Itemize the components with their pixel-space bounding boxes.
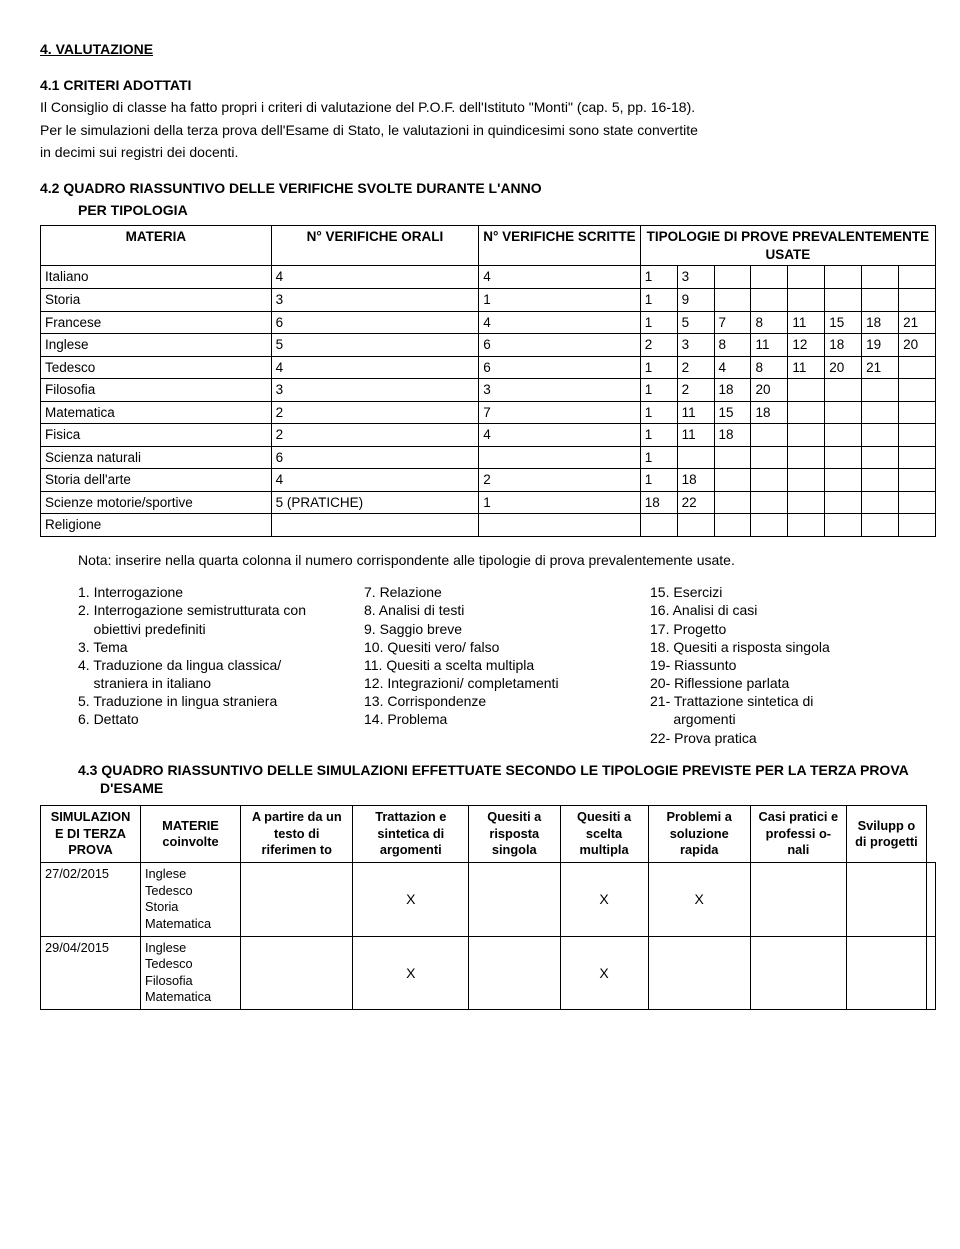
legend-item: 22- Prova pratica bbox=[650, 729, 928, 747]
legend-item: 2. Interrogazione semistrutturata con bbox=[78, 601, 356, 619]
legend-item: 3. Tema bbox=[78, 638, 356, 656]
section-4-3-title: 4.3 QUADRO RIASSUNTIVO DELLE SIMULAZIONI… bbox=[78, 761, 936, 797]
legend-item: 21- Trattazione sintetica di bbox=[650, 692, 928, 710]
legend-item: 15. Esercizi bbox=[650, 583, 928, 601]
legend-item: 1. Interrogazione bbox=[78, 583, 356, 601]
legend-item: 12. Integrazioni/ completamenti bbox=[364, 674, 642, 692]
legend-item: 13. Corrispondenze bbox=[364, 692, 642, 710]
paragraph: Il Consiglio di classe ha fatto propri i… bbox=[40, 98, 936, 116]
legend-item: 7. Relazione bbox=[364, 583, 642, 601]
table-row: Inglese562381112181920 bbox=[41, 334, 936, 357]
section-4-1-title: 4.1 CRITERI ADOTTATI bbox=[40, 76, 936, 94]
legend-item: 19- Riassunto bbox=[650, 656, 928, 674]
legend-item: 10. Quesiti vero/ falso bbox=[364, 638, 642, 656]
col-materia: MATERIA bbox=[41, 226, 272, 266]
table-row: Storia dell'arte42118 bbox=[41, 469, 936, 492]
table-row: Francese64157811151821 bbox=[41, 311, 936, 334]
legend-item: 18. Quesiti a risposta singola bbox=[650, 638, 928, 656]
verification-table: MATERIA N° VERIFICHE ORALI N° VERIFICHE … bbox=[40, 225, 936, 537]
col-orali: N° VERIFICHE ORALI bbox=[271, 226, 479, 266]
legend-item: 20- Riflessione parlata bbox=[650, 674, 928, 692]
section-4-2-title-line1: 4.2 QUADRO RIASSUNTIVO DELLE VERIFICHE S… bbox=[40, 179, 936, 197]
legend-item: obiettivi predefiniti bbox=[78, 620, 356, 638]
legend-item: 14. Problema bbox=[364, 710, 642, 728]
legend-item: 17. Progetto bbox=[650, 620, 928, 638]
sim-col-header: Trattazion e sintetica di argomenti bbox=[353, 806, 469, 863]
sim-col-header: Quesiti a risposta singola bbox=[469, 806, 560, 863]
table-row: Religione bbox=[41, 514, 936, 537]
table-row: Scienza naturali61 bbox=[41, 446, 936, 469]
legend-item: 11. Quesiti a scelta multipla bbox=[364, 656, 642, 674]
sim-col-header: Svilupp o di progetti bbox=[846, 806, 926, 863]
table-row: Fisica2411118 bbox=[41, 424, 936, 447]
legend-item: argomenti bbox=[650, 710, 928, 728]
sim-col-header: MATERIE coinvolte bbox=[141, 806, 241, 863]
section-4-2-title-line2: PER TIPOLOGIA bbox=[78, 201, 936, 219]
table-note: Nota: inserire nella quarta colonna il n… bbox=[78, 551, 936, 569]
paragraph: in decimi sui registri dei docenti. bbox=[40, 143, 936, 161]
table-row: Italiano4413 bbox=[41, 266, 936, 289]
table-row: Matematica271111518 bbox=[41, 401, 936, 424]
legend-item: 6. Dettato bbox=[78, 710, 356, 728]
table-row: Tedesco461248112021 bbox=[41, 356, 936, 379]
legend-item: straniera in italiano bbox=[78, 674, 356, 692]
legend-columns: 1. Interrogazione2. Interrogazione semis… bbox=[78, 583, 936, 747]
legend-item: 16. Analisi di casi bbox=[650, 601, 928, 619]
table-row: Scienze motorie/sportive5 (PRATICHE)1182… bbox=[41, 491, 936, 514]
table-row: Filosofia33121820 bbox=[41, 379, 936, 402]
table-row: Storia3119 bbox=[41, 288, 936, 311]
legend-item: 9. Saggio breve bbox=[364, 620, 642, 638]
legend-item: 4. Traduzione da lingua classica/ bbox=[78, 656, 356, 674]
sim-col-header: Quesiti a scelta multipla bbox=[560, 806, 648, 863]
col-tipologie: TIPOLOGIE DI PROVE PREVALENTEMENTE USATE bbox=[640, 226, 935, 266]
paragraph: Per le simulazioni della terza prova del… bbox=[40, 121, 936, 139]
legend-item: 8. Analisi di testi bbox=[364, 601, 642, 619]
sim-col-header: Casi pratici e professi o-nali bbox=[750, 806, 846, 863]
col-scritte: N° VERIFICHE SCRITTE bbox=[479, 226, 640, 266]
sim-col-header: SIMULAZION E DI TERZA PROVA bbox=[41, 806, 141, 863]
legend-item: 5. Traduzione in lingua straniera bbox=[78, 692, 356, 710]
section-heading: 4. VALUTAZIONE bbox=[40, 40, 936, 58]
table-row: 29/04/2015Inglese Tedesco Filosofia Mate… bbox=[41, 936, 936, 1010]
sim-col-header: Problemi a soluzione rapida bbox=[648, 806, 750, 863]
simulation-table: SIMULAZION E DI TERZA PROVAMATERIE coinv… bbox=[40, 805, 936, 1010]
table-row: 27/02/2015Inglese Tedesco Storia Matemat… bbox=[41, 863, 936, 937]
sim-col-header: A partire da un testo di riferimen to bbox=[241, 806, 353, 863]
